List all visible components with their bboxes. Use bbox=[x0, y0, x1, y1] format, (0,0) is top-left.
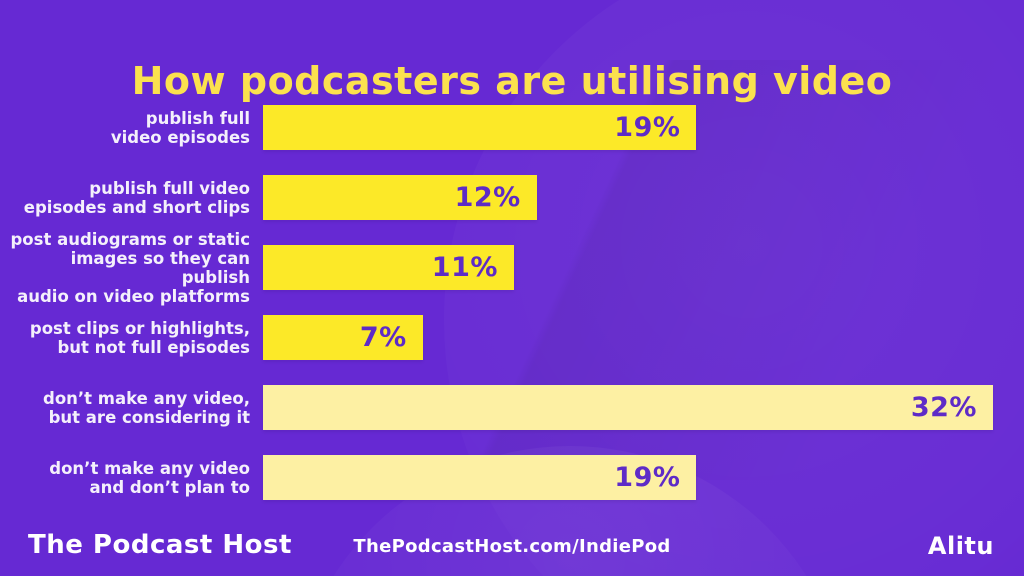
bar: 7% bbox=[263, 315, 423, 360]
category-label: publish full video episodes bbox=[110, 108, 250, 147]
bar-track: 7% bbox=[263, 315, 993, 360]
value-label: 32% bbox=[910, 392, 977, 423]
value-label: 19% bbox=[614, 462, 681, 493]
bar-row: post clips or highlights, but not full e… bbox=[0, 315, 993, 360]
bar: 32% bbox=[263, 385, 993, 430]
bar: 12% bbox=[263, 175, 537, 220]
publisher-logo: The Podcast Host bbox=[28, 530, 292, 560]
bar-track: 32% bbox=[263, 385, 993, 430]
category-label: post clips or highlights, but not full e… bbox=[29, 318, 250, 357]
bar-row: post audiograms or static images so they… bbox=[0, 230, 993, 306]
category-label: don’t make any video, but are considerin… bbox=[43, 388, 250, 427]
bar-track: 19% bbox=[263, 105, 993, 150]
alitu-logo: Alitu bbox=[927, 532, 994, 560]
bar-track: 19% bbox=[263, 455, 993, 500]
bar-row: publish full video episodes 19% bbox=[0, 105, 993, 150]
bar-row: publish full video episodes and short cl… bbox=[0, 175, 993, 220]
value-label: 11% bbox=[431, 252, 498, 283]
value-label: 19% bbox=[614, 112, 681, 143]
bar: 19% bbox=[263, 105, 697, 150]
bar-row: don’t make any video and don’t plan to 1… bbox=[0, 455, 993, 500]
bar-track: 12% bbox=[263, 175, 993, 220]
value-label: 7% bbox=[359, 322, 407, 353]
chart-title: How podcasters are utilising video bbox=[131, 59, 893, 104]
bar: 11% bbox=[263, 245, 514, 290]
category-label: don’t make any video and don’t plan to bbox=[49, 458, 250, 497]
footer: The Podcast Host ThePodcastHost.com/Indi… bbox=[0, 528, 1024, 562]
bar-row: don’t make any video, but are considerin… bbox=[0, 385, 993, 430]
category-label: post audiograms or static images so they… bbox=[10, 229, 250, 306]
category-label: publish full video episodes and short cl… bbox=[23, 178, 250, 217]
source-url: ThePodcastHost.com/IndiePod bbox=[353, 536, 671, 557]
bar-chart: publish full video episodes 19% publish … bbox=[0, 105, 993, 500]
bar-track: 11% bbox=[263, 245, 993, 290]
bar: 19% bbox=[263, 455, 697, 500]
value-label: 12% bbox=[454, 182, 521, 213]
